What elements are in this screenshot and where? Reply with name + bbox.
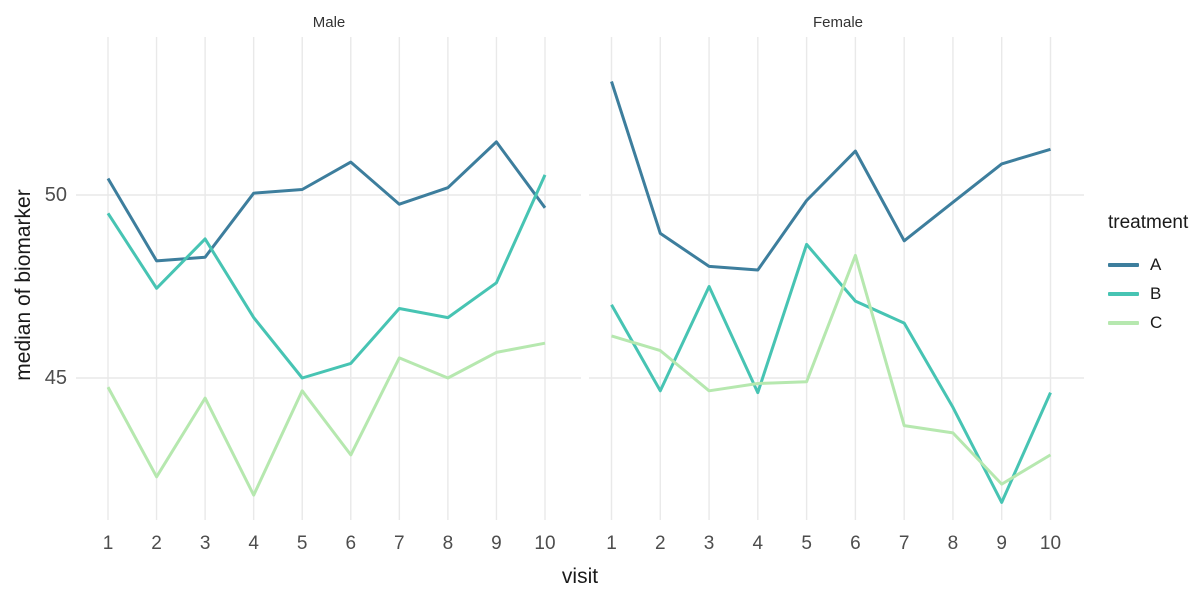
x-tick-label: 9 — [996, 533, 1007, 554]
legend-label-a: A — [1150, 254, 1162, 274]
legend-key-line-b-icon — [1108, 291, 1139, 296]
x-tick-label: 9 — [491, 533, 502, 554]
y-tick-label-45: 45 — [44, 367, 67, 389]
facet-strip-female: Female — [812, 14, 864, 31]
x-tick-label: 1 — [606, 533, 617, 554]
x-tick-label: 5 — [801, 533, 812, 554]
legend-key-line-a-icon — [1108, 262, 1139, 267]
series-line-female-b — [610, 242, 1052, 504]
legend-item-c: C — [1108, 308, 1188, 337]
x-tick-label: 6 — [345, 533, 356, 554]
legend-label-c: C — [1150, 312, 1163, 332]
x-tick-label: 2 — [151, 533, 162, 554]
x-tick-label: 6 — [850, 533, 861, 554]
x-tick-label: 7 — [394, 533, 405, 554]
legend: treatment A B C — [1108, 212, 1188, 337]
x-tick-label: 1 — [103, 533, 114, 554]
x-tick-label: 3 — [200, 533, 211, 554]
x-tick-label: 7 — [899, 533, 910, 554]
x-tick-label: 4 — [753, 533, 764, 554]
x-tick-label: 3 — [704, 533, 715, 554]
y-axis-title: median of biomarker — [12, 189, 35, 381]
legend-key-line-c-icon — [1108, 320, 1139, 325]
legend-item-a: A — [1108, 250, 1188, 279]
x-tick-label: 8 — [948, 533, 959, 554]
legend-title: treatment — [1108, 212, 1189, 233]
x-tick-label: 2 — [655, 533, 666, 554]
x-tick-label: 8 — [443, 533, 454, 554]
legend-label-b: B — [1150, 283, 1162, 303]
x-tick-label: 4 — [248, 533, 259, 554]
series-line-male-a — [106, 140, 547, 263]
facet-strip-male: Male — [312, 14, 346, 31]
x-tick-label: 10 — [534, 533, 555, 554]
series-line-male-c — [106, 341, 546, 497]
x-axis-title: visit — [561, 565, 599, 588]
x-tick-label: 5 — [297, 533, 308, 554]
legend-item-b: B — [1108, 279, 1188, 308]
series-line-female-a — [610, 81, 1051, 272]
series-line-female-c — [611, 253, 1052, 486]
y-tick-label-50: 50 — [44, 184, 67, 206]
x-tick-label: 10 — [1040, 533, 1061, 554]
series-line-male-b — [106, 174, 547, 380]
